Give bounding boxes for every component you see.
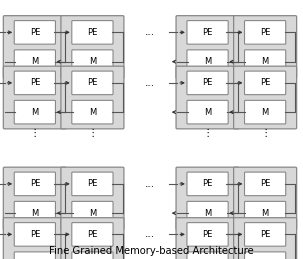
FancyBboxPatch shape <box>14 100 55 124</box>
Text: PE: PE <box>260 78 270 87</box>
Text: M: M <box>261 108 269 117</box>
FancyBboxPatch shape <box>14 172 55 196</box>
FancyBboxPatch shape <box>61 218 124 259</box>
Text: PE: PE <box>202 28 213 37</box>
FancyBboxPatch shape <box>245 202 286 225</box>
Text: PE: PE <box>30 78 40 87</box>
FancyBboxPatch shape <box>3 16 66 78</box>
FancyBboxPatch shape <box>14 20 55 44</box>
FancyBboxPatch shape <box>245 71 286 95</box>
FancyBboxPatch shape <box>176 16 239 78</box>
FancyBboxPatch shape <box>72 100 113 124</box>
FancyBboxPatch shape <box>72 222 113 246</box>
FancyBboxPatch shape <box>187 100 228 124</box>
FancyBboxPatch shape <box>234 66 297 129</box>
FancyBboxPatch shape <box>187 50 228 74</box>
Text: PE: PE <box>202 230 213 239</box>
FancyBboxPatch shape <box>245 172 286 196</box>
FancyBboxPatch shape <box>245 100 286 124</box>
FancyBboxPatch shape <box>187 20 228 44</box>
FancyBboxPatch shape <box>61 16 124 78</box>
Text: PE: PE <box>87 230 98 239</box>
FancyBboxPatch shape <box>187 202 228 225</box>
FancyBboxPatch shape <box>187 172 228 196</box>
Text: M: M <box>261 57 269 66</box>
Text: PE: PE <box>87 179 98 188</box>
Text: ⋮: ⋮ <box>30 128 40 138</box>
FancyBboxPatch shape <box>14 222 55 246</box>
FancyBboxPatch shape <box>176 167 239 230</box>
FancyBboxPatch shape <box>72 50 113 74</box>
FancyBboxPatch shape <box>14 50 55 74</box>
Text: M: M <box>204 209 211 218</box>
FancyBboxPatch shape <box>234 218 297 259</box>
Text: M: M <box>31 57 38 66</box>
Text: PE: PE <box>260 28 270 37</box>
FancyBboxPatch shape <box>245 50 286 74</box>
Text: Fine Grained Memory-based Architecture: Fine Grained Memory-based Architecture <box>49 246 254 256</box>
FancyBboxPatch shape <box>187 71 228 95</box>
FancyBboxPatch shape <box>72 202 113 225</box>
Text: PE: PE <box>260 230 270 239</box>
FancyBboxPatch shape <box>3 218 66 259</box>
Text: ⋮: ⋮ <box>202 128 213 138</box>
Text: M: M <box>89 108 96 117</box>
Text: ...: ... <box>145 78 155 88</box>
FancyBboxPatch shape <box>14 71 55 95</box>
FancyBboxPatch shape <box>61 66 124 129</box>
Text: ...: ... <box>145 179 155 189</box>
FancyBboxPatch shape <box>3 66 66 129</box>
Text: PE: PE <box>87 78 98 87</box>
FancyBboxPatch shape <box>72 172 113 196</box>
FancyBboxPatch shape <box>72 71 113 95</box>
Text: PE: PE <box>260 179 270 188</box>
FancyBboxPatch shape <box>245 222 286 246</box>
FancyBboxPatch shape <box>72 20 113 44</box>
FancyBboxPatch shape <box>245 20 286 44</box>
Text: M: M <box>89 57 96 66</box>
Text: ...: ... <box>145 27 155 37</box>
Text: PE: PE <box>87 28 98 37</box>
FancyBboxPatch shape <box>187 252 228 259</box>
Text: PE: PE <box>202 78 213 87</box>
Text: M: M <box>31 108 38 117</box>
FancyBboxPatch shape <box>176 66 239 129</box>
FancyBboxPatch shape <box>14 252 55 259</box>
Text: M: M <box>204 57 211 66</box>
FancyBboxPatch shape <box>234 167 297 230</box>
Text: ⋮: ⋮ <box>260 128 270 138</box>
FancyBboxPatch shape <box>3 167 66 230</box>
FancyBboxPatch shape <box>72 252 113 259</box>
FancyBboxPatch shape <box>234 16 297 78</box>
Text: PE: PE <box>30 230 40 239</box>
FancyBboxPatch shape <box>14 202 55 225</box>
Text: ⋮: ⋮ <box>87 128 98 138</box>
Text: M: M <box>204 108 211 117</box>
Text: PE: PE <box>202 179 213 188</box>
FancyBboxPatch shape <box>245 252 286 259</box>
Text: ...: ... <box>145 229 155 239</box>
Text: PE: PE <box>30 28 40 37</box>
Text: M: M <box>31 209 38 218</box>
FancyBboxPatch shape <box>61 167 124 230</box>
FancyBboxPatch shape <box>187 222 228 246</box>
Text: M: M <box>261 209 269 218</box>
Text: PE: PE <box>30 179 40 188</box>
FancyBboxPatch shape <box>176 218 239 259</box>
Text: M: M <box>89 209 96 218</box>
